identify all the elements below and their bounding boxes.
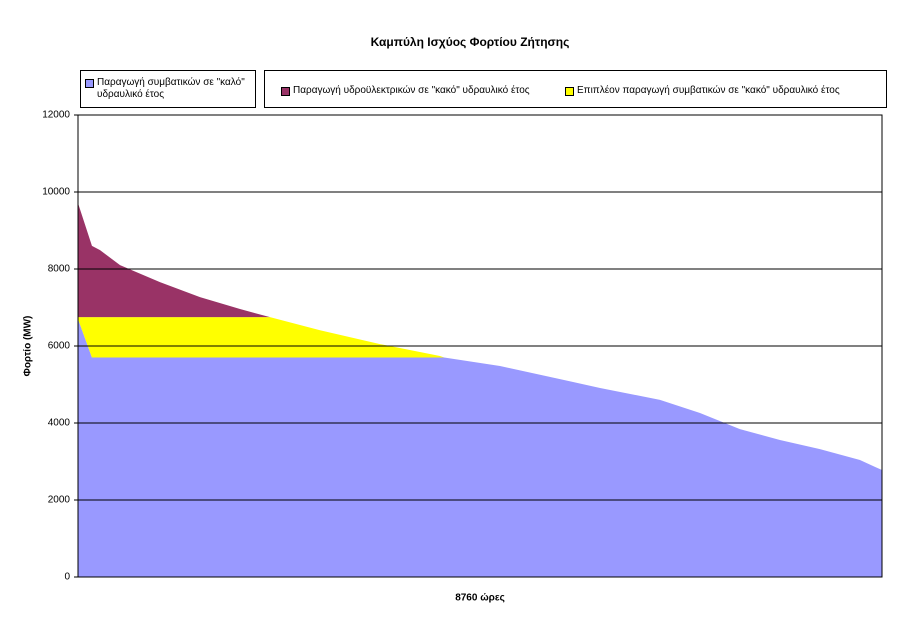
area <box>78 317 882 470</box>
y-tick-label: 4000 <box>48 418 71 429</box>
legend-swatch <box>85 79 94 88</box>
y-tick-label: 10000 <box>42 187 70 198</box>
area <box>78 319 882 577</box>
y-tick-label: 0 <box>64 572 70 583</box>
legend-swatch <box>565 87 574 96</box>
x-axis-label: 8760 ώρες <box>455 593 505 604</box>
legend-label: Παραγωγή συμβατικών σε "καλό" υδραυλικό … <box>97 77 245 100</box>
legend-label: Επιπλέον παραγωγή συμβατικών σε "κακό" υ… <box>577 85 840 96</box>
legend-item: Παραγωγή συμβατικών σε "καλό" υδραυλικό … <box>85 77 253 101</box>
y-tick-label: 8000 <box>48 264 71 275</box>
y-tick-label: 12000 <box>42 110 70 121</box>
legend: Επιπλέον παραγωγή συμβατικών σε "κακό" υ… <box>264 70 887 108</box>
y-tick-label: 2000 <box>48 495 71 506</box>
legend-label: Παραγωγή υδροϋλεκτρικών σε "κακό" υδραυλ… <box>293 85 530 96</box>
legend-item: Επιπλέον παραγωγή συμβατικών σε "κακό" υ… <box>565 85 865 97</box>
y-axis-label: Φορτίο (MW) <box>23 316 34 377</box>
legend: Παραγωγή συμβατικών σε "καλό" υδραυλικό … <box>80 70 256 108</box>
legend-swatch <box>281 87 290 96</box>
plot-border <box>77 114 883 578</box>
chart-title: Καμπύλη Ισχύος Φορτίου Ζήτησης <box>371 35 570 49</box>
areas <box>78 203 882 577</box>
legend-item: Παραγωγή υδροϋλεκτρικών σε "κακό" υδραυλ… <box>281 85 561 97</box>
y-tick-label: 6000 <box>48 341 71 352</box>
